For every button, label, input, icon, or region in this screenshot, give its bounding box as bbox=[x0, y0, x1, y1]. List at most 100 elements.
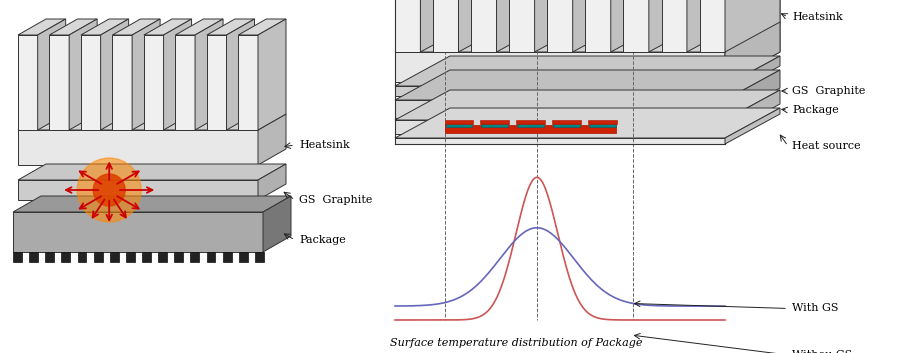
Bar bbox=[110, 252, 119, 262]
Polygon shape bbox=[144, 35, 164, 130]
Polygon shape bbox=[611, 0, 666, 52]
Polygon shape bbox=[195, 19, 223, 130]
Polygon shape bbox=[263, 196, 291, 252]
Bar bbox=[77, 252, 86, 262]
Polygon shape bbox=[725, 56, 780, 96]
Bar bbox=[190, 252, 199, 262]
Text: Package: Package bbox=[792, 105, 839, 115]
Polygon shape bbox=[509, 0, 534, 52]
Polygon shape bbox=[81, 35, 101, 130]
Polygon shape bbox=[395, 90, 780, 120]
Polygon shape bbox=[725, 22, 780, 82]
Polygon shape bbox=[164, 19, 192, 130]
Polygon shape bbox=[176, 19, 223, 35]
Bar bbox=[589, 122, 616, 127]
Circle shape bbox=[77, 158, 141, 222]
Polygon shape bbox=[18, 180, 258, 200]
Polygon shape bbox=[725, 0, 780, 52]
Polygon shape bbox=[18, 164, 286, 180]
Polygon shape bbox=[239, 35, 258, 130]
Polygon shape bbox=[13, 196, 291, 212]
Bar bbox=[159, 252, 167, 262]
Polygon shape bbox=[661, 0, 687, 52]
Bar bbox=[444, 125, 616, 133]
Bar bbox=[480, 120, 509, 124]
Polygon shape bbox=[586, 0, 611, 52]
Bar bbox=[61, 252, 70, 262]
Polygon shape bbox=[699, 0, 725, 52]
Polygon shape bbox=[113, 35, 132, 130]
Polygon shape bbox=[395, 108, 780, 138]
Text: Heatsink: Heatsink bbox=[792, 12, 842, 22]
Polygon shape bbox=[81, 19, 129, 35]
Polygon shape bbox=[101, 19, 129, 130]
Text: Heatsink: Heatsink bbox=[299, 140, 350, 150]
Polygon shape bbox=[623, 0, 649, 52]
Polygon shape bbox=[69, 19, 97, 130]
Bar bbox=[588, 120, 617, 124]
Polygon shape bbox=[725, 90, 780, 134]
Bar bbox=[142, 252, 150, 262]
Polygon shape bbox=[471, 0, 496, 52]
Text: GS  Graphite: GS Graphite bbox=[299, 195, 372, 205]
Polygon shape bbox=[395, 138, 725, 144]
Polygon shape bbox=[239, 19, 286, 35]
Circle shape bbox=[93, 174, 125, 206]
Text: With GS: With GS bbox=[792, 304, 839, 313]
Polygon shape bbox=[395, 100, 725, 118]
Bar bbox=[29, 252, 38, 262]
Text: Package: Package bbox=[299, 235, 346, 245]
Polygon shape bbox=[18, 19, 66, 35]
Polygon shape bbox=[395, 56, 780, 86]
Bar bbox=[13, 252, 22, 262]
Polygon shape bbox=[573, 0, 628, 52]
Polygon shape bbox=[433, 0, 459, 52]
Polygon shape bbox=[258, 19, 286, 130]
Polygon shape bbox=[459, 0, 514, 52]
Bar bbox=[206, 252, 215, 262]
Polygon shape bbox=[687, 0, 742, 52]
Polygon shape bbox=[421, 0, 476, 52]
Polygon shape bbox=[50, 19, 97, 35]
Polygon shape bbox=[207, 35, 226, 130]
Bar bbox=[552, 120, 581, 124]
Polygon shape bbox=[18, 114, 286, 130]
Polygon shape bbox=[50, 35, 69, 130]
Text: Withou GS: Withou GS bbox=[792, 350, 852, 353]
Bar bbox=[444, 120, 473, 124]
Polygon shape bbox=[258, 114, 286, 165]
Polygon shape bbox=[395, 120, 725, 134]
Polygon shape bbox=[395, 22, 780, 52]
Bar bbox=[223, 252, 232, 262]
Polygon shape bbox=[725, 0, 780, 82]
Bar bbox=[45, 252, 54, 262]
Text: Surface temperature distribution of Package: Surface temperature distribution of Pack… bbox=[390, 338, 642, 348]
Polygon shape bbox=[132, 19, 160, 130]
Polygon shape bbox=[144, 19, 192, 35]
Polygon shape bbox=[395, 86, 725, 96]
Polygon shape bbox=[113, 19, 160, 35]
Bar bbox=[517, 122, 544, 127]
Polygon shape bbox=[18, 35, 38, 130]
Bar bbox=[94, 252, 103, 262]
Bar bbox=[516, 120, 545, 124]
Bar bbox=[445, 122, 472, 127]
Polygon shape bbox=[395, 0, 421, 52]
Bar bbox=[174, 252, 183, 262]
Polygon shape bbox=[207, 19, 254, 35]
Bar bbox=[255, 252, 264, 262]
Bar bbox=[126, 252, 135, 262]
Polygon shape bbox=[13, 212, 263, 252]
Text: Heat source: Heat source bbox=[792, 141, 860, 151]
Polygon shape bbox=[395, 52, 725, 82]
Polygon shape bbox=[649, 0, 704, 52]
Polygon shape bbox=[534, 0, 589, 52]
Polygon shape bbox=[395, 70, 780, 100]
Polygon shape bbox=[496, 0, 551, 52]
Polygon shape bbox=[38, 19, 66, 130]
Polygon shape bbox=[176, 35, 195, 130]
Polygon shape bbox=[18, 130, 258, 165]
Polygon shape bbox=[547, 0, 573, 52]
Bar bbox=[239, 252, 248, 262]
Polygon shape bbox=[258, 164, 286, 200]
